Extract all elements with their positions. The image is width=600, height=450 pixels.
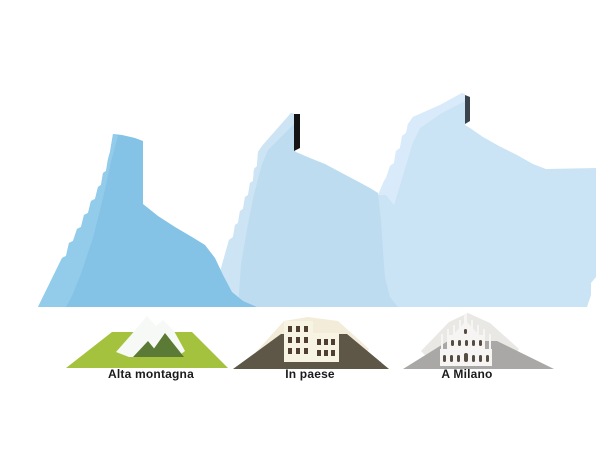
mountain-medium-cliff-shadow — [294, 114, 300, 151]
mountain-large — [360, 93, 596, 307]
mountain-medium-body — [210, 113, 398, 307]
landmark-label-city: A Milano — [441, 367, 493, 381]
building-windows — [288, 326, 335, 356]
landmark-label-mountain: Alta montagna — [108, 367, 194, 381]
duomo-cathedral-icon — [403, 313, 554, 369]
mountain-large-cliff-shadow — [465, 95, 470, 124]
landmark-label-village: In paese — [285, 367, 335, 381]
dark-peak-large — [148, 333, 184, 357]
mountain-large-body — [360, 93, 596, 307]
village-buildings-icon — [233, 317, 389, 369]
mountain-small-body — [38, 134, 257, 307]
alpine-peaks-icon — [66, 316, 228, 368]
building-short — [313, 333, 339, 362]
mountain-large-ridge-highlight — [378, 93, 465, 205]
mountain-small-ridge-highlight — [38, 134, 118, 307]
cathedral-windows — [443, 329, 489, 362]
mountain-medium — [210, 113, 398, 307]
mountain-small — [38, 134, 257, 307]
mountain-medium-ridge-highlight — [215, 113, 294, 307]
